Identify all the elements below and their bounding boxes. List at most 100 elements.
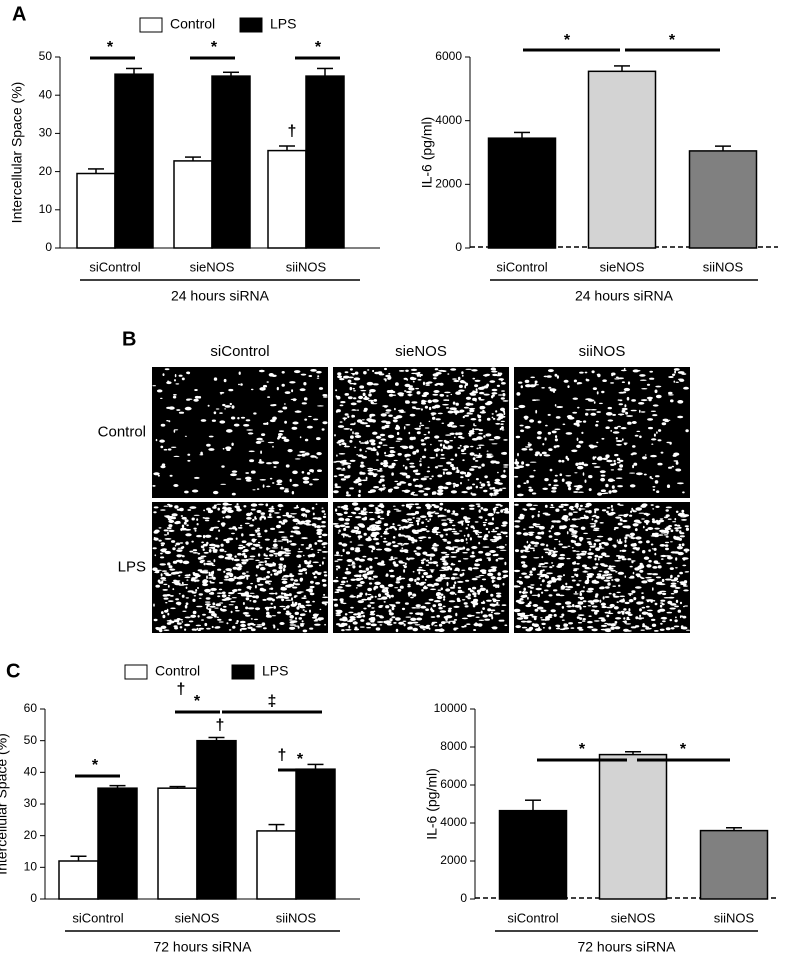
cell-gap — [666, 536, 669, 538]
cell-gap — [485, 552, 491, 556]
cell-gap — [463, 558, 469, 559]
cell-gap — [476, 486, 478, 489]
cell-gap — [608, 538, 613, 541]
cell-gap — [520, 425, 524, 427]
cell-gap — [619, 403, 623, 405]
cell-gap — [665, 542, 669, 543]
cell-gap — [355, 547, 360, 550]
cell-gap — [361, 462, 364, 464]
cell-gap — [567, 586, 573, 588]
cell-gap — [389, 527, 393, 529]
cell-gap — [322, 421, 327, 424]
cell-gap — [362, 556, 366, 558]
cell-gap — [410, 466, 416, 468]
cell-gap — [264, 553, 266, 556]
cell-gap — [478, 397, 481, 399]
cell-gap — [419, 583, 424, 586]
cell-gap — [290, 615, 293, 617]
cell-gap — [514, 476, 518, 478]
cell-gap — [309, 610, 311, 613]
cell-gap — [534, 399, 540, 400]
cell-gap — [264, 560, 267, 563]
cell-gap — [404, 490, 410, 493]
cell-gap — [565, 601, 571, 604]
cell-gap — [541, 566, 547, 567]
cell-gap — [598, 558, 600, 561]
cell-gap — [261, 433, 265, 436]
cell-gap — [206, 575, 208, 579]
cell-gap — [366, 447, 372, 449]
cell-gap — [632, 465, 634, 469]
cell-gap — [169, 620, 171, 622]
cell-gap — [381, 439, 386, 441]
cell-gap — [462, 552, 467, 553]
cell-gap — [354, 447, 356, 448]
cell-gap — [179, 593, 181, 594]
cell-gap — [407, 622, 413, 625]
cell-gap — [281, 578, 288, 580]
cell-gap — [405, 401, 410, 404]
cell-gap — [642, 550, 645, 553]
cell-gap — [653, 489, 655, 491]
cell-gap — [298, 603, 301, 606]
cell-gap — [616, 437, 618, 440]
cell-gap — [545, 505, 548, 508]
cell-gap — [208, 405, 210, 407]
cell-gap — [252, 489, 255, 490]
cell-gap — [243, 602, 245, 605]
cell-gap — [467, 524, 469, 526]
cell-gap — [626, 525, 631, 528]
cell-gap — [585, 398, 592, 400]
cell-gap — [502, 475, 505, 479]
cell-gap — [491, 531, 497, 533]
cell-gap — [184, 624, 190, 626]
cell-gap — [362, 419, 365, 420]
cell-gap — [493, 489, 500, 492]
cell-gap — [180, 529, 182, 531]
cell-gap — [255, 531, 257, 533]
cell-gap — [429, 518, 431, 520]
cell-gap — [360, 390, 366, 391]
cell-gap — [499, 488, 502, 491]
cell-gap — [571, 627, 575, 629]
cell-gap — [465, 605, 469, 607]
cell-gap — [236, 577, 243, 580]
cell-gap — [185, 436, 187, 437]
cell-gap — [279, 622, 284, 625]
cell-gap — [376, 436, 381, 439]
cell-gap — [460, 445, 462, 447]
cell-gap — [615, 621, 618, 623]
cell-gap — [438, 413, 443, 415]
cell-gap — [568, 622, 573, 624]
cell-gap — [595, 595, 598, 598]
cell-gap — [232, 626, 235, 629]
cell-gap — [548, 414, 551, 416]
cell-gap — [618, 556, 621, 559]
cell-gap — [360, 442, 365, 444]
cell-gap — [422, 456, 426, 459]
cell-gap — [572, 518, 577, 520]
cell-gap — [175, 580, 180, 581]
cell-gap — [315, 582, 320, 585]
cell-gap — [369, 566, 372, 569]
cell-gap — [431, 547, 438, 548]
cell-gap — [529, 601, 532, 604]
cell-gap — [651, 411, 656, 412]
cell-gap — [679, 538, 682, 541]
cell-gap — [492, 413, 494, 415]
cell-gap — [466, 548, 470, 551]
cell-gap — [638, 541, 642, 544]
cell-gap — [353, 613, 358, 615]
cell-gap — [601, 619, 606, 622]
cell-gap — [476, 559, 481, 561]
cell-gap — [550, 469, 553, 472]
cell-gap — [389, 376, 391, 379]
cell-gap — [248, 607, 255, 609]
y-tick-label: 0 — [455, 240, 462, 254]
cell-gap — [205, 535, 211, 538]
cell-gap — [556, 565, 562, 568]
cell-gap — [246, 571, 249, 572]
cell-gap — [639, 615, 641, 618]
cell-gap — [237, 582, 243, 585]
